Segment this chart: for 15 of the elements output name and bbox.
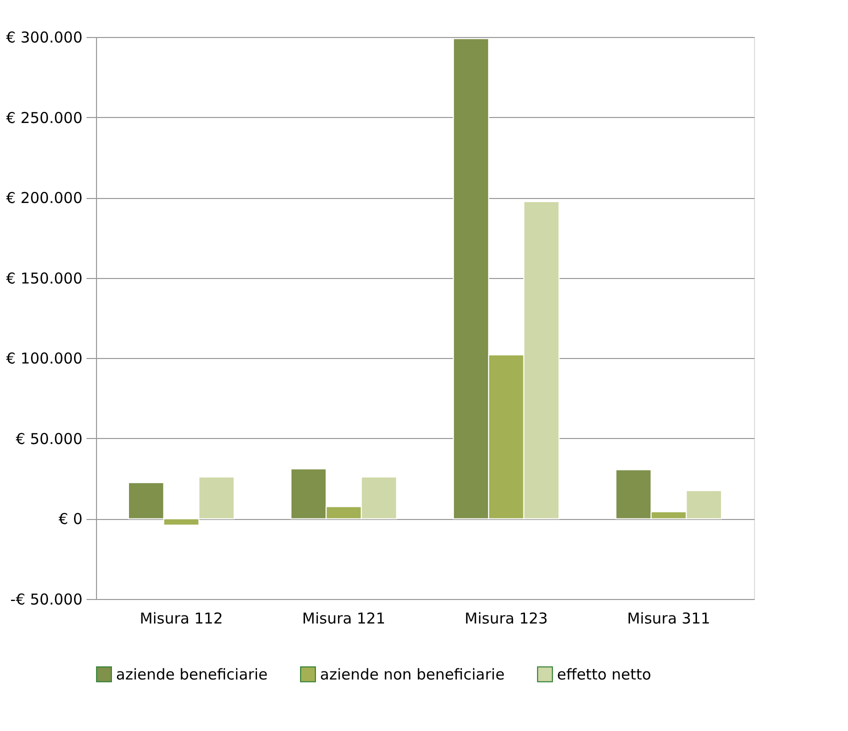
y-tick-label: € 50.000 bbox=[16, 430, 82, 448]
legend-label: effetto netto bbox=[557, 665, 652, 684]
legend-label: aziende beneficiarie bbox=[116, 665, 268, 684]
y-tick-label: € 100.000 bbox=[6, 350, 82, 368]
y-tick-label: € 150.000 bbox=[6, 269, 82, 288]
y-tick-label: € 250.000 bbox=[6, 108, 82, 127]
x-tick-label: Misura 121 bbox=[302, 610, 386, 628]
x-tick-label: Misura 123 bbox=[464, 610, 548, 628]
x-tick-label: Misura 311 bbox=[627, 610, 710, 628]
legend-label: aziende non beneficiarie bbox=[320, 665, 505, 684]
y-tick-label: € 300.000 bbox=[6, 28, 82, 46]
y-tick-label: € 200.000 bbox=[6, 189, 82, 208]
x-tick-label: Misura 112 bbox=[140, 610, 223, 628]
y-tick-label: -€ 50.000 bbox=[10, 590, 82, 608]
y-tick-label: € 0 bbox=[58, 510, 82, 528]
